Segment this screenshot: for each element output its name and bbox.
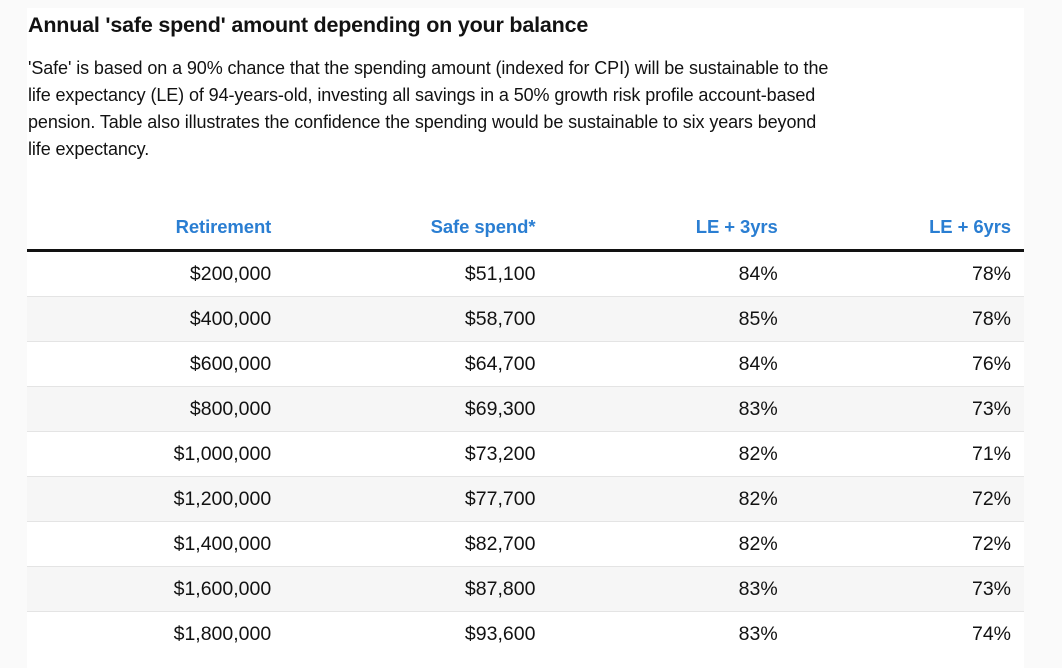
cell-le-6yrs: 71% bbox=[790, 431, 1024, 477]
cell-le-3yrs: 84% bbox=[548, 341, 791, 387]
cell-safe-spend: $64,700 bbox=[284, 341, 549, 387]
description-line: 'Safe' is based on a 90% chance that the… bbox=[28, 58, 829, 78]
table-row: $200,000 $51,100 84% 78% bbox=[27, 251, 1024, 297]
cell-le-6yrs: 72% bbox=[790, 521, 1024, 567]
cell-le-3yrs: 82% bbox=[548, 476, 791, 522]
description-line: pension. Table also illustrates the conf… bbox=[28, 112, 817, 132]
cell-safe-spend: $77,700 bbox=[284, 476, 549, 522]
table-row: $400,000 $58,700 85% 78% bbox=[27, 296, 1024, 342]
table-row: $1,000,000 $73,200 82% 71% bbox=[27, 431, 1024, 477]
table-header-row: Retirement Safe spend* LE + 3yrs LE + 6y… bbox=[27, 204, 1024, 252]
description-line: life expectancy (LE) of 94-years-old, in… bbox=[28, 85, 816, 105]
table-row: $600,000 $64,700 84% 76% bbox=[27, 341, 1024, 387]
table-row: $1,200,000 $77,700 82% 72% bbox=[27, 476, 1024, 522]
column-header-le-3yrs: LE + 3yrs bbox=[548, 204, 791, 252]
cell-le-6yrs: 78% bbox=[971, 262, 1011, 285]
column-header-retirement: Retirement bbox=[27, 204, 285, 252]
cell-safe-spend: $87,800 bbox=[284, 566, 549, 612]
cell-le-3yrs: 82% bbox=[548, 521, 791, 567]
content-panel: Annual 'safe spend' amount depending on … bbox=[27, 8, 1024, 668]
cell-safe-spend: $51,100 bbox=[464, 262, 536, 285]
cell-le-3yrs: 83% bbox=[548, 566, 791, 612]
cell-retirement: $1,200,000 bbox=[27, 476, 285, 522]
cell-le-3yrs: 85% bbox=[548, 296, 791, 342]
safe-spend-table: Retirement Safe spend* LE + 3yrs LE + 6y… bbox=[27, 204, 1024, 656]
cell-le-3yrs: 83% bbox=[548, 386, 791, 432]
cell-le-6yrs: 72% bbox=[790, 476, 1024, 522]
table-row: $800,000 $69,300 83% 73% bbox=[27, 386, 1024, 432]
cell-le-6yrs: 78% bbox=[790, 296, 1024, 342]
cell-le-6yrs: 74% bbox=[790, 611, 1024, 656]
column-header-safe-spend: Safe spend* bbox=[284, 204, 549, 252]
table-row: $1,800,000 $93,600 83% 74% bbox=[27, 611, 1024, 656]
cell-le-3yrs: 82% bbox=[548, 431, 791, 477]
table-row: $1,600,000 $87,800 83% 73% bbox=[27, 566, 1024, 612]
cell-retirement: $800,000 bbox=[27, 386, 285, 432]
cell-retirement: $200,000 bbox=[189, 262, 272, 285]
cell-retirement: $1,400,000 bbox=[27, 521, 285, 567]
cell-retirement: $600,000 bbox=[27, 341, 285, 387]
cell-safe-spend: $73,200 bbox=[284, 431, 549, 477]
cell-retirement: $1,000,000 bbox=[27, 431, 285, 477]
cell-le-3yrs: 83% bbox=[548, 611, 791, 656]
cell-retirement: $1,600,000 bbox=[27, 566, 285, 612]
cell-le-6yrs: 76% bbox=[790, 341, 1024, 387]
description: 'Safe' is based on a 90% chance that the… bbox=[28, 55, 1024, 163]
page-title: Annual 'safe spend' amount depending on … bbox=[28, 13, 589, 37]
description-line: life expectancy. bbox=[28, 139, 150, 159]
cell-le-3yrs: 84% bbox=[738, 262, 778, 285]
table-row: $1,400,000 $82,700 82% 72% bbox=[27, 521, 1024, 567]
cell-retirement: $400,000 bbox=[27, 296, 285, 342]
cell-retirement: $1,800,000 bbox=[27, 611, 285, 656]
cell-safe-spend: $69,300 bbox=[284, 386, 549, 432]
cell-safe-spend: $93,600 bbox=[284, 611, 549, 656]
cell-safe-spend: $82,700 bbox=[284, 521, 549, 567]
cell-safe-spend: $58,700 bbox=[284, 296, 549, 342]
cell-le-6yrs: 73% bbox=[790, 566, 1024, 612]
cell-le-6yrs: 73% bbox=[790, 386, 1024, 432]
column-header-le-6yrs: LE + 6yrs bbox=[790, 204, 1024, 252]
